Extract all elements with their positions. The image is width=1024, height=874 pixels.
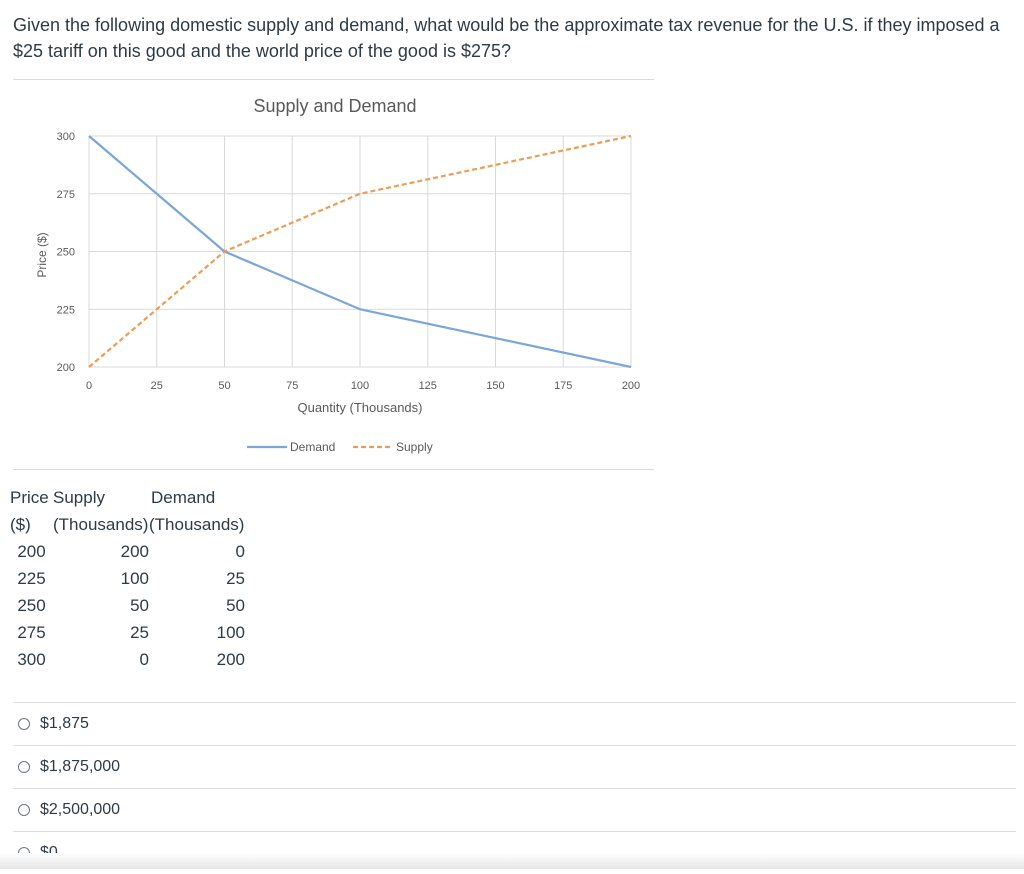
bottom-shadow [0, 853, 1024, 869]
chart-legend: Demand Supply [247, 440, 433, 454]
radio-button[interactable] [18, 804, 30, 816]
answer-label: $2,500,000 [40, 801, 121, 818]
supply-demand-table: Price ($) Supply (Thousands) Demand (Tho… [10, 484, 245, 673]
header-demand-line-2: (Thousands) [149, 515, 245, 534]
chart-axes: 300 275 250 225 200 0 25 50 75 100 125 150 175 200 [57, 131, 641, 392]
y-tick-label: 200 [57, 362, 75, 374]
cell-supply: 200 [120, 542, 149, 561]
table-row: 300 0 200 [10, 646, 245, 673]
x-tick-label: 0 [86, 380, 92, 392]
table-row: 225 100 25 [10, 565, 245, 592]
header-price-line-2: ($) [10, 515, 31, 534]
table-row: 275 25 100 [10, 619, 245, 646]
chart-svg: 300 275 250 225 200 0 25 50 75 100 125 150 175 200 Su… [35, 96, 641, 454]
table-row: 250 50 50 [10, 592, 245, 619]
header-supply-line-1: Supply [53, 488, 105, 507]
answer-option-1875[interactable]: $1,875 [13, 702, 1016, 745]
question-line-2: $25 tariff on this good and the world pr… [13, 41, 512, 61]
series-line-supply [88, 134, 632, 368]
question-text: Given the following domestic supply and … [13, 12, 1013, 64]
x-tick-label: 150 [486, 380, 504, 392]
supply-demand-chart: 300 275 250 225 200 0 25 50 75 100 125 150 175 200 Su… [13, 79, 654, 470]
x-tick-label: 25 [151, 380, 163, 392]
cell-price: 200 [17, 542, 46, 561]
chart-series [88, 134, 632, 369]
chart-title: Supply and Demand [253, 96, 416, 116]
table-row: 200 200 0 [10, 538, 245, 565]
legend-label-supply: Supply [396, 440, 433, 454]
answer-label: $1,875,000 [40, 758, 121, 775]
x-axis-label: Quantity (Thousands) [297, 400, 422, 415]
x-tick-label: 50 [218, 380, 230, 392]
y-tick-label: 300 [57, 131, 75, 143]
radio-button[interactable] [18, 718, 30, 730]
cell-supply: 100 [120, 569, 149, 588]
answer-label: $1,875 [40, 715, 89, 732]
cell-demand: 100 [216, 623, 245, 642]
question-line-1: Given the following domestic supply and … [13, 15, 1000, 35]
y-tick-label: 250 [57, 247, 75, 259]
cell-supply: 0 [139, 650, 149, 669]
cell-price: 300 [17, 650, 46, 669]
x-tick-label: 100 [351, 380, 369, 392]
cell-price: 225 [17, 569, 46, 588]
y-axis-label: Price ($) [35, 232, 49, 277]
cell-demand: 25 [226, 569, 245, 588]
header-price-line-1: Price [10, 488, 49, 507]
header-supply: Supply (Thousands) [53, 484, 149, 538]
x-tick-label: 200 [622, 380, 640, 392]
x-tick-label: 125 [419, 380, 437, 392]
cell-demand: 50 [226, 596, 245, 615]
legend-label-demand: Demand [290, 440, 335, 454]
cell-supply: 50 [130, 596, 149, 615]
y-tick-label: 275 [57, 189, 75, 201]
y-tick-label: 225 [57, 304, 75, 316]
x-tick-label: 175 [554, 380, 572, 392]
cell-supply: 25 [130, 623, 149, 642]
answer-option-2500000[interactable]: $2,500,000 [13, 788, 1016, 831]
cell-price: 275 [17, 623, 46, 642]
answer-choices: $1,875 $1,875,000 $2,500,000 $0 [13, 702, 1016, 874]
header-demand: Demand (Thousands) [149, 484, 245, 538]
cell-price: 250 [17, 596, 46, 615]
header-demand-line-1: Demand [151, 488, 216, 507]
answer-option-1875000[interactable]: $1,875,000 [13, 745, 1016, 788]
x-tick-label: 75 [286, 380, 298, 392]
cell-demand: 200 [216, 650, 245, 669]
cell-demand: 0 [235, 542, 245, 561]
header-supply-line-2: (Thousands) [53, 515, 149, 534]
header-price: Price ($) [10, 484, 53, 538]
radio-button[interactable] [18, 761, 30, 773]
table-header-row: Price ($) Supply (Thousands) Demand (Tho… [10, 484, 245, 538]
chart-grid [88, 135, 632, 368]
